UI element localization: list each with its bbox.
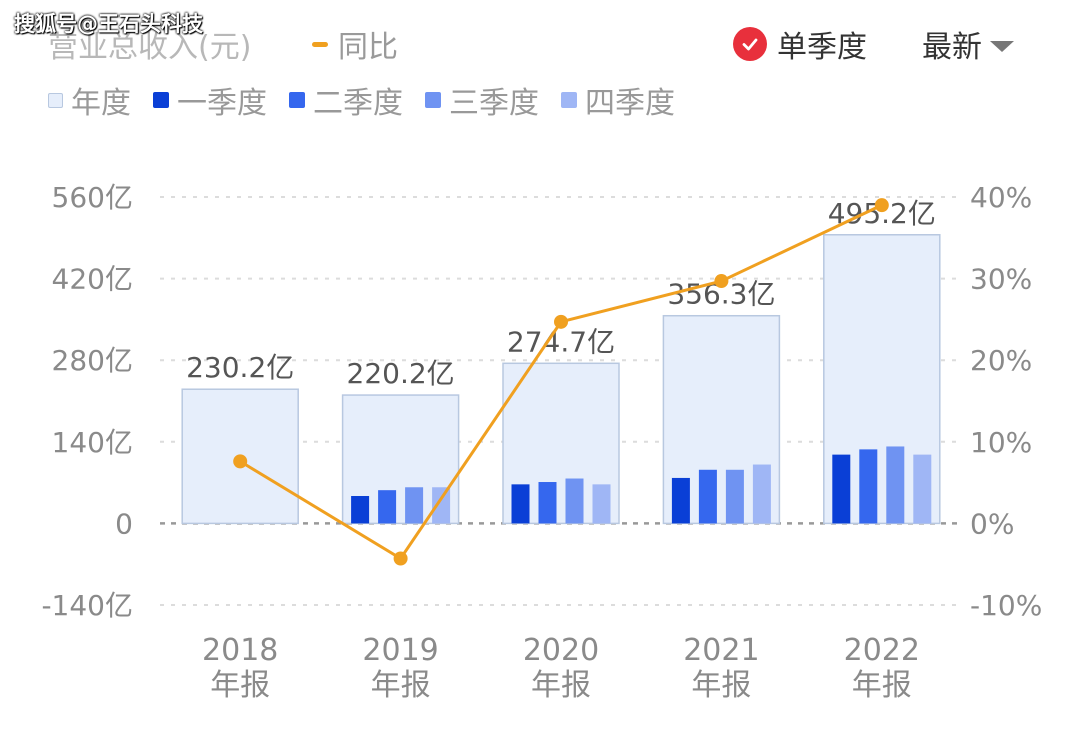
yoy-legend[interactable]: 同比 <box>312 22 398 66</box>
quarter-bar-q1 <box>671 477 690 524</box>
quarter-bar-q3 <box>725 469 744 524</box>
x-tick-sublabel: 年报 <box>531 668 591 703</box>
legend-item-q4[interactable]: 四季度 <box>561 78 675 122</box>
quarter-bar-q4 <box>432 487 451 524</box>
metric-title: 营业总收入(元) <box>48 30 252 65</box>
legend-item-annual[interactable]: 年度 <box>48 78 131 122</box>
quarter-bar-q4 <box>592 484 611 524</box>
quarter-bar-q2 <box>538 482 557 524</box>
yoy-point <box>874 198 889 213</box>
quarter-bar-q4 <box>752 464 771 524</box>
legend-label-q2: 二季度 <box>313 86 403 121</box>
legend-item-q1[interactable]: 一季度 <box>153 78 267 122</box>
quarter-bar-q3 <box>405 487 424 524</box>
x-tick-sublabel: 年报 <box>691 668 751 703</box>
quarter-bar-q3 <box>886 446 905 524</box>
legend-swatch-q3 <box>425 92 441 108</box>
quarter-bar-q3 <box>565 478 584 524</box>
chevron-down-icon <box>990 40 1014 52</box>
y-right-tick-label: 0% <box>970 507 1014 540</box>
y-left-tick-label: 140亿 <box>52 426 133 459</box>
y-right-tick-label: 10% <box>970 426 1032 459</box>
y-right-tick-label: -10% <box>970 589 1042 622</box>
legend-label-q3: 三季度 <box>449 86 539 121</box>
annual-value-label: 274.7亿 <box>507 325 615 358</box>
x-tick-year: 2021 <box>683 633 759 668</box>
quarter-bar-q2 <box>698 469 717 524</box>
legend-swatch-annual <box>48 92 63 108</box>
latest-label: 最新 <box>922 30 982 65</box>
legend: 年度 一季度 二季度 三季度 四季度 <box>48 78 675 122</box>
legend-swatch-q1 <box>153 92 169 108</box>
latest-dropdown[interactable]: 最新 <box>922 22 1014 66</box>
quarter-bar-q2 <box>859 449 878 524</box>
y-left-tick-label: 0 <box>115 507 133 540</box>
y-left-tick-label: 280亿 <box>52 344 133 377</box>
yoy-point <box>393 551 408 566</box>
single-quarter-label: 单季度 <box>777 30 867 65</box>
y-right-tick-label: 20% <box>970 344 1032 377</box>
legend-item-q3[interactable]: 三季度 <box>425 78 539 122</box>
legend-label-q4: 四季度 <box>585 86 675 121</box>
yoy-point <box>233 454 248 469</box>
quarter-bar-q1 <box>832 454 851 524</box>
watermark: 搜狐号@王石头科技 <box>14 12 203 36</box>
y-left-tick-label: 560亿 <box>52 181 133 214</box>
single-quarter-toggle[interactable]: 单季度 <box>733 22 867 66</box>
annual-value-label: 220.2亿 <box>347 357 455 390</box>
legend-label-q1: 一季度 <box>177 86 267 121</box>
yoy-label: 同比 <box>338 30 398 65</box>
legend-swatch-q2 <box>289 92 305 108</box>
x-tick-year: 2019 <box>362 633 438 668</box>
x-tick-sublabel: 年报 <box>371 668 431 703</box>
annual-value-label: 230.2亿 <box>186 351 294 384</box>
quarter-bar-q2 <box>378 490 397 524</box>
y-left-tick-label: 420亿 <box>52 263 133 296</box>
yoy-point <box>714 274 729 289</box>
legend-swatch-q4 <box>561 92 577 108</box>
legend-label-annual: 年度 <box>71 86 131 121</box>
x-tick-year: 2020 <box>523 633 599 668</box>
quarter-bar-q1 <box>511 484 530 524</box>
x-tick-sublabel: 年报 <box>852 668 912 703</box>
x-tick-sublabel: 年报 <box>210 668 270 703</box>
x-tick-year: 2022 <box>844 633 920 668</box>
yoy-line-swatch <box>312 41 328 47</box>
y-right-tick-label: 30% <box>970 263 1032 296</box>
quarter-bar-q4 <box>913 454 932 524</box>
y-right-tick-label: 40% <box>970 181 1032 214</box>
y-left-tick-label: -140亿 <box>41 589 133 622</box>
yoy-point <box>554 314 568 329</box>
x-tick-year: 2018 <box>202 633 278 668</box>
legend-item-q2[interactable]: 二季度 <box>289 78 403 122</box>
quarter-bar-q1 <box>351 496 370 524</box>
check-icon <box>733 27 767 61</box>
